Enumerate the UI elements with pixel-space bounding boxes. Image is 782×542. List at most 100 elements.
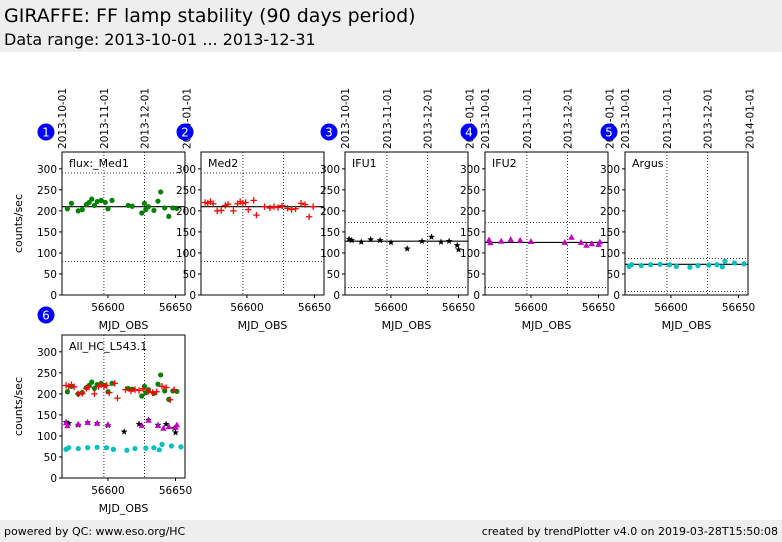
data-point	[507, 236, 514, 242]
data-point	[173, 421, 181, 428]
data-point	[139, 393, 145, 399]
y-tick-label: 50	[607, 269, 620, 281]
data-point	[253, 211, 260, 219]
data-point	[292, 205, 299, 212]
data-point	[110, 446, 116, 452]
data-point	[151, 207, 157, 214]
data-point	[64, 422, 71, 429]
x-tick-label: 56650	[159, 302, 192, 314]
data-point	[145, 416, 152, 423]
data-point	[79, 207, 85, 213]
y-tick-label: 150	[600, 227, 620, 239]
data-point	[94, 199, 100, 205]
plot-panel-5: 0 50 100 150 200 250 300 56600 56650 MJD_OBS Argus…	[600, 88, 756, 332]
data-point	[266, 204, 274, 212]
footer-created: created by trendPlotter v4.0 on 2019-03-…	[481, 525, 778, 538]
data-point	[706, 262, 712, 268]
y-tick-label: 100	[37, 431, 57, 443]
plot-frame	[484, 151, 609, 296]
data-point	[348, 236, 356, 244]
data-point	[132, 445, 138, 452]
data-point	[79, 390, 86, 397]
page-title: GIRAFFE: FF lamp stability (90 days peri…	[4, 5, 416, 27]
y-tick-label: 300	[320, 164, 340, 176]
y-tick-label: 150	[320, 227, 340, 239]
data-point	[596, 238, 604, 245]
data-point	[309, 203, 317, 210]
y-tick-label: 250	[176, 185, 196, 197]
x-tick-label: 56650	[722, 302, 755, 314]
y-tick-label: 50	[44, 452, 57, 464]
data-point	[387, 238, 395, 246]
plot-panel-2: 0 50 100 150 200 250 300 56600 56650 MJD_OBS Med2 2	[176, 123, 331, 332]
page-footer: powered by QC: www.eso.org/HC created by…	[0, 520, 782, 542]
date-tick-label: 2013-10-01	[340, 88, 352, 149]
x-tick-label: 56600	[514, 302, 547, 314]
plot-frame	[61, 334, 186, 479]
x-axis-label: MJD_OBS	[382, 319, 432, 332]
data-point	[403, 245, 411, 252]
y-axis-label: counts/sec	[12, 194, 25, 253]
x-tick-label: 56600	[230, 302, 263, 314]
data-point	[155, 381, 161, 387]
y-tick-label: 150	[37, 227, 57, 239]
data-point	[629, 262, 635, 268]
data-point	[114, 394, 121, 402]
y-tick-label: 150	[176, 227, 196, 239]
y-tick-label: 300	[37, 164, 57, 176]
panel-number: 6	[42, 309, 50, 323]
data-point	[731, 260, 738, 266]
data-point	[667, 262, 673, 268]
data-point	[85, 445, 91, 451]
data-point	[577, 239, 585, 245]
data-point	[68, 200, 75, 206]
data-point	[91, 202, 98, 209]
data-point	[498, 237, 505, 244]
data-point	[160, 424, 167, 431]
data-point	[437, 238, 445, 245]
data-point	[178, 444, 184, 450]
plot-frame	[61, 151, 186, 296]
x-tick-label: 56600	[91, 302, 124, 314]
date-tick-label: 2013-12-01	[702, 88, 714, 149]
data-point	[245, 206, 252, 213]
y-tick-label: 200	[176, 206, 196, 218]
data-point	[695, 262, 701, 269]
data-point	[583, 241, 590, 248]
data-point	[242, 199, 249, 206]
data-point	[588, 240, 595, 247]
data-point	[284, 205, 291, 212]
data-point	[151, 445, 157, 451]
y-tick-label: 0	[333, 290, 340, 302]
data-point	[162, 205, 168, 211]
data-point	[230, 207, 237, 215]
data-point	[561, 239, 568, 245]
data-point	[91, 390, 98, 398]
y-tick-label: 300	[37, 347, 57, 359]
data-point	[75, 445, 81, 452]
date-tick-label: 2013-11-01	[99, 88, 111, 149]
data-point	[154, 422, 162, 428]
plot-frame	[344, 151, 469, 296]
data-point	[722, 258, 728, 264]
y-tick-label: 250	[37, 185, 57, 197]
data-point	[418, 237, 426, 245]
panel-label: Argus	[632, 157, 664, 170]
date-tick-label: 2013-10-01	[480, 88, 492, 149]
data-point	[719, 264, 725, 270]
data-point	[638, 262, 644, 269]
data-point	[145, 204, 152, 210]
plot-frame	[624, 151, 749, 296]
y-tick-label: 100	[600, 248, 620, 260]
data-point	[166, 396, 174, 403]
date-tick-label: 2013-11-01	[662, 88, 674, 149]
data-point	[65, 419, 73, 427]
y-tick-label: 200	[460, 206, 480, 218]
y-tick-label: 50	[183, 269, 196, 281]
y-tick-label: 50	[44, 269, 57, 281]
panel-number-badge	[37, 306, 55, 324]
data-point	[168, 443, 175, 449]
x-axis-label: MJD_OBS	[662, 319, 712, 332]
data-point	[124, 447, 130, 453]
data-point	[527, 238, 535, 244]
